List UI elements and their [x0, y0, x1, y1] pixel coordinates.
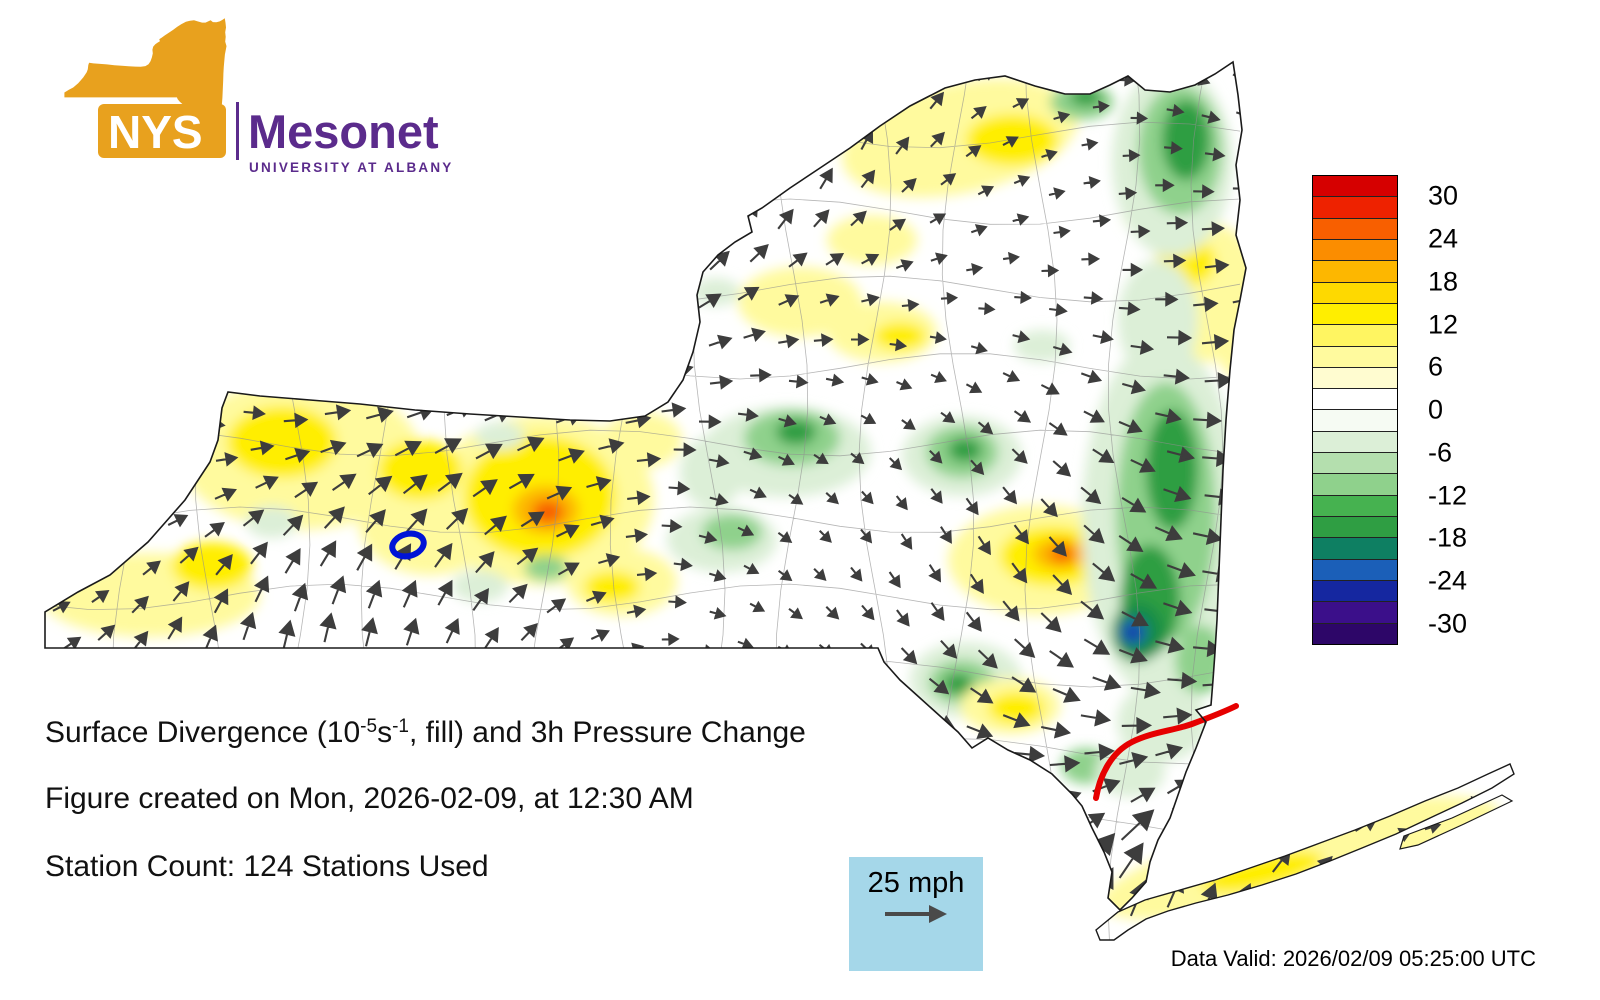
caption-title-superscript: -5 [360, 716, 378, 737]
legend-band [1313, 622, 1397, 644]
legend-tick-label: 30 [1428, 180, 1459, 211]
wind-speed-reference: 25 mph [849, 857, 983, 971]
caption-title-part: Surface Divergence (10 [45, 716, 361, 749]
legend-tick-label: -12 [1428, 480, 1468, 510]
legend-band [1313, 238, 1397, 261]
wind-reference-label: 25 mph [867, 867, 965, 899]
legend-band [1313, 516, 1397, 538]
logo-divider [236, 102, 239, 160]
legend-tick-label: 12 [1428, 309, 1459, 339]
logo-acronym: NYS [108, 106, 203, 158]
legend-band [1313, 473, 1397, 495]
legend-band [1313, 281, 1397, 303]
caption-title: Surface Divergence (10-5s-1, fill) and 3… [45, 716, 806, 750]
legend-tick-label: 18 [1428, 266, 1459, 297]
legend-tick-label: 24 [1428, 223, 1459, 254]
wind-reference-arrow-icon [885, 905, 947, 923]
legend-band [1313, 176, 1397, 197]
logo-nys-plate [98, 104, 226, 158]
south-fork-outline [1399, 794, 1514, 850]
legend-band [1313, 388, 1397, 410]
logo-name: Mesonet [248, 105, 439, 158]
legend-tick-label: -18 [1428, 522, 1468, 553]
legend-band [1313, 558, 1397, 580]
nys-mesonet-logo: NYS Mesonet UNIVERSITY AT ALBANY [50, 4, 460, 189]
logo-university: UNIVERSITY AT ALBANY [249, 160, 454, 175]
legend-tick-label: 0 [1428, 394, 1444, 425]
legend-band [1313, 196, 1397, 218]
legend-tick-labels: 30 24 18 12 6 0 -6 -12 -18 -24 -30 [1428, 175, 1518, 645]
red-pressure-contour [1093, 703, 1239, 801]
legend-colorbar [1312, 175, 1398, 645]
caption-station-count: Station Count: 124 Stations Used [45, 850, 489, 883]
caption-title-part: s [377, 716, 393, 749]
legend-tick-label: -30 [1428, 608, 1468, 639]
data-valid-timestamp: Data Valid: 2026/02/09 05:25:00 UTC [1170, 946, 1536, 971]
long-island-outline [1095, 763, 1515, 941]
caption-created: Figure created on Mon, 2026-02-09, at 12… [45, 782, 694, 815]
legend-band [1313, 494, 1397, 516]
legend-band [1313, 601, 1397, 623]
blue-pressure-contour [389, 530, 427, 560]
legend-tick-label: 6 [1428, 351, 1444, 382]
color-scale-legend: 30 24 18 12 6 0 -6 -12 -18 -24 -30 [1312, 175, 1522, 645]
legend-tick-label: -24 [1428, 565, 1468, 596]
legend-band [1313, 430, 1397, 453]
caption-title-superscript: -1 [392, 716, 409, 737]
legend-band [1313, 345, 1397, 367]
legend-band [1313, 452, 1397, 474]
legend-band [1313, 409, 1397, 431]
legend-band [1313, 579, 1397, 602]
legend-band [1313, 302, 1397, 325]
state-outline [44, 60, 1247, 912]
legend-band [1313, 537, 1397, 559]
legend-band [1313, 217, 1397, 239]
logo-graphic: NYS Mesonet UNIVERSITY AT ALBANY [64, 18, 454, 175]
legend-band [1313, 366, 1397, 389]
legend-band [1313, 260, 1397, 282]
legend-band [1313, 324, 1397, 346]
legend-tick-label: -6 [1428, 437, 1453, 468]
caption-title-part: , fill) and 3h Pressure Change [408, 716, 806, 749]
